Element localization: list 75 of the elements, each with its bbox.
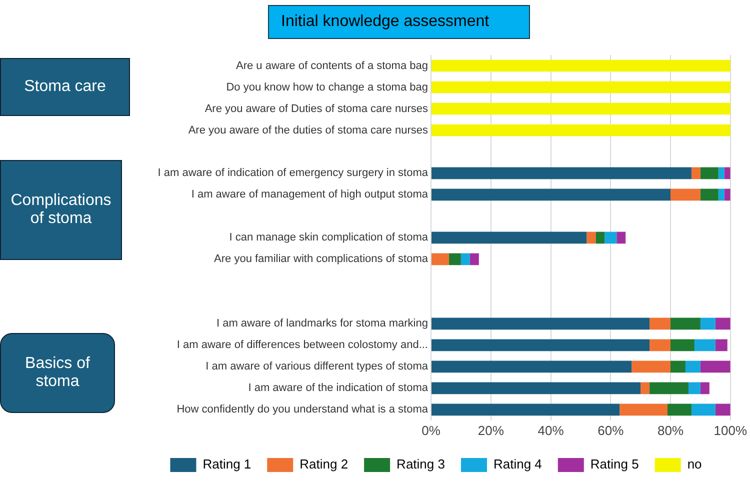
bar bbox=[432, 232, 587, 244]
bar bbox=[700, 318, 716, 330]
bar bbox=[715, 318, 730, 330]
bar bbox=[620, 404, 668, 416]
legend-label: Rating 3 bbox=[396, 456, 445, 472]
bar bbox=[432, 102, 730, 115]
text: Complications of stoma bbox=[0, 160, 122, 260]
text: Stoma care bbox=[0, 58, 130, 116]
legend-label: Rating 1 bbox=[202, 456, 252, 472]
chart-title: Initial knowledge assessment bbox=[268, 5, 530, 39]
bar bbox=[640, 382, 650, 394]
bar bbox=[688, 382, 700, 394]
bar bbox=[670, 360, 686, 373]
bar bbox=[470, 253, 479, 266]
bar bbox=[700, 382, 710, 394]
y-tick-label: Do you know how to change a stoma bag bbox=[226, 81, 428, 94]
bar bbox=[432, 318, 650, 330]
bar bbox=[691, 167, 700, 180]
x-tick-label: 80% bbox=[657, 422, 684, 438]
bar bbox=[691, 404, 716, 416]
bar bbox=[670, 188, 700, 201]
bar bbox=[668, 404, 692, 416]
bar bbox=[432, 360, 632, 373]
bar bbox=[432, 382, 641, 394]
bar bbox=[700, 188, 718, 201]
bar bbox=[650, 382, 688, 394]
y-tick-label: I am aware of indication of emergency surgery in stoma bbox=[158, 167, 429, 180]
legend-label: Rating 4 bbox=[493, 456, 542, 472]
x-tick-label: 0% bbox=[422, 422, 441, 438]
bar bbox=[670, 339, 694, 352]
x-tick-label: 60% bbox=[598, 422, 624, 438]
y-tick-label: I am aware of the indication of stoma bbox=[248, 382, 429, 394]
bar bbox=[632, 360, 670, 373]
y-tick-label: How confidently do you understand what is a stoma bbox=[176, 404, 429, 416]
y-tick-label: Are you aware of the duties of stoma care nurses bbox=[188, 124, 428, 136]
bar bbox=[685, 360, 700, 373]
bar bbox=[718, 188, 724, 201]
bar bbox=[694, 339, 716, 352]
bar bbox=[700, 360, 730, 373]
bar bbox=[432, 253, 449, 266]
legend-label: no bbox=[687, 456, 702, 472]
bar bbox=[715, 404, 730, 416]
y-tick-label: Are u aware of contents of a stoma bag bbox=[236, 60, 428, 72]
x-tick-label: 100% bbox=[714, 422, 748, 438]
bar bbox=[604, 232, 617, 244]
text: Basics of stoma bbox=[0, 333, 115, 413]
y-tick-label: I am aware of various different types of stoma bbox=[206, 360, 429, 373]
bar bbox=[432, 404, 620, 416]
bar bbox=[432, 188, 670, 201]
y-tick-label: I am aware of management of high output stoma bbox=[191, 188, 429, 201]
bar bbox=[616, 232, 626, 244]
y-tick-label: I can manage skin complication of stoma bbox=[229, 232, 429, 244]
y-tick-label: Are you familiar with complications of stoma bbox=[214, 253, 429, 266]
bar bbox=[650, 339, 670, 352]
bar bbox=[448, 253, 461, 266]
y-tick-label: I am aware of differences between colostomy and... bbox=[176, 339, 428, 352]
bar bbox=[650, 318, 670, 330]
bar bbox=[460, 253, 470, 266]
bar bbox=[432, 339, 650, 352]
x-tick-label: 40% bbox=[538, 422, 564, 438]
y-tick-label: Are you aware of Duties of stoma care nurses bbox=[204, 102, 428, 115]
bar bbox=[715, 339, 728, 352]
bar bbox=[700, 167, 718, 180]
bar bbox=[432, 60, 730, 72]
bar bbox=[586, 232, 596, 244]
bar bbox=[432, 81, 730, 94]
bar bbox=[432, 124, 730, 136]
y-tick-label: I am aware of landmarks for stoma marking bbox=[216, 318, 428, 330]
bar bbox=[432, 167, 692, 180]
bar bbox=[670, 318, 700, 330]
bar bbox=[718, 167, 724, 180]
legend-label: Rating 2 bbox=[300, 456, 348, 472]
legend-label: Rating 5 bbox=[590, 456, 639, 472]
x-tick-label: 20% bbox=[478, 422, 504, 438]
bar bbox=[596, 232, 605, 244]
